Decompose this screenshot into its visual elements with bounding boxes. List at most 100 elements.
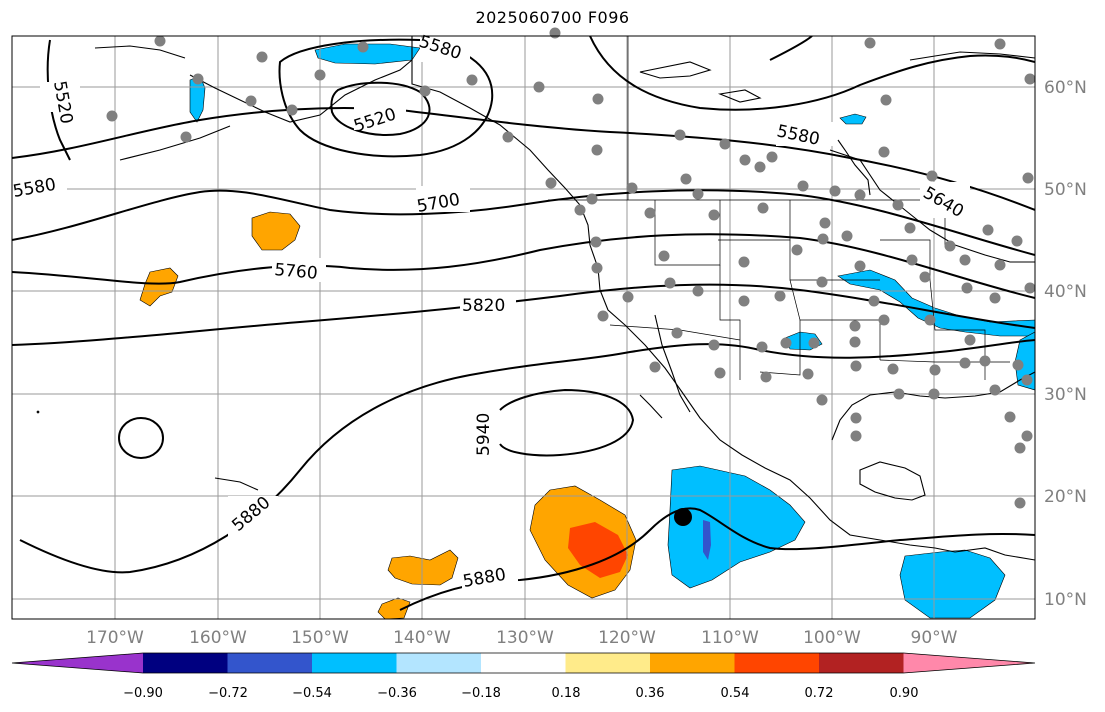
station-dot xyxy=(982,224,994,236)
station-dot xyxy=(357,41,369,53)
contour-labels: 5520 5580 5520 5580 5580 5640 5700 5760 … xyxy=(11,32,970,592)
colorbar-outline xyxy=(11,652,1036,674)
station-dot xyxy=(961,282,973,294)
station-dot xyxy=(664,277,676,289)
station-dot xyxy=(314,69,326,81)
colorbar-tick-label: −0.54 xyxy=(292,686,332,701)
station-dot xyxy=(906,254,918,266)
neg-area-plains xyxy=(837,269,1035,337)
station-dot xyxy=(928,388,940,400)
pos-area-tropical-1 xyxy=(387,549,459,586)
pos-area-tropical-2 xyxy=(377,597,411,619)
contour-label: 5820 xyxy=(462,296,505,316)
station-dot xyxy=(774,290,786,302)
colorbar-segment xyxy=(143,653,228,673)
station-dot xyxy=(850,412,862,424)
storm-center-marker xyxy=(674,508,692,526)
colorbar-segment xyxy=(227,653,313,673)
lon-tick-label: 160°W xyxy=(189,628,247,648)
contour-label: 5760 xyxy=(274,260,319,284)
station-dot xyxy=(979,355,991,367)
station-dot xyxy=(766,151,778,163)
station-dot xyxy=(708,209,720,221)
station-dot xyxy=(106,110,118,122)
station-dot xyxy=(1011,235,1023,247)
station-dot xyxy=(959,254,971,266)
lon-tick-label: 100°W xyxy=(803,628,861,648)
station-dot xyxy=(1014,497,1026,509)
station-dot xyxy=(864,37,876,49)
station-dot xyxy=(819,217,831,229)
map-area xyxy=(12,36,1035,619)
colorbar-tick-label: 0.90 xyxy=(890,686,919,701)
station-dot xyxy=(854,189,866,201)
station-dot xyxy=(944,240,956,252)
station-dot xyxy=(989,384,1001,396)
station-dot xyxy=(738,295,750,307)
station-dot xyxy=(892,199,904,211)
colorbar-tick-label: 0.72 xyxy=(805,686,834,701)
station-dot xyxy=(964,334,976,346)
station-dot xyxy=(849,320,861,332)
station-dot xyxy=(502,131,514,143)
station-dot xyxy=(658,250,670,262)
station-dot xyxy=(714,367,726,379)
lat-tick-label: 40°N xyxy=(1044,282,1087,302)
station-dot xyxy=(849,336,861,348)
station-dot xyxy=(1024,282,1036,294)
map-title: 2025060700 F096 xyxy=(475,8,630,27)
station-dot xyxy=(893,388,905,400)
lon-tick-label: 130°W xyxy=(496,628,554,648)
colorbar-tick-labels: −0.90 −0.72 −0.54 −0.36 −0.18 0.18 0.36 … xyxy=(123,686,918,701)
station-dot xyxy=(574,204,586,216)
lat-tick-label: 50°N xyxy=(1044,180,1087,200)
colorbar-segment xyxy=(481,653,566,673)
colorbar-tick-label: 0.36 xyxy=(636,686,665,701)
station-dot xyxy=(591,144,603,156)
colorbar-tick-label: −0.18 xyxy=(461,686,501,701)
lon-tick-label: 170°W xyxy=(86,628,144,648)
station-dot xyxy=(592,93,604,105)
pos-area-westpacific xyxy=(139,267,179,307)
station-dot xyxy=(419,85,431,97)
station-dot xyxy=(692,188,704,200)
station-dot xyxy=(878,314,890,326)
colorbar-extend-max xyxy=(903,653,1035,673)
station-dot xyxy=(817,233,829,245)
colorbar-tick-label: −0.72 xyxy=(208,686,248,701)
colorbar xyxy=(11,652,1036,674)
station-dot xyxy=(841,230,853,242)
neg-area-centralamerica xyxy=(899,549,1006,619)
station-dot xyxy=(791,244,803,256)
colorbar-segment xyxy=(565,653,651,673)
station-markers xyxy=(106,27,1036,509)
station-dot xyxy=(959,357,971,369)
station-dot xyxy=(989,292,1001,304)
map-frame xyxy=(11,35,1036,620)
latitude-labels: 60°N 50°N 40°N 30°N 20°N 10°N xyxy=(1044,78,1087,610)
station-dot xyxy=(1004,411,1016,423)
station-dot xyxy=(154,35,166,47)
station-dot xyxy=(590,236,602,248)
colorbar-segment xyxy=(312,653,397,673)
station-dot xyxy=(692,285,704,297)
station-dot xyxy=(754,161,766,173)
colorbar-segment xyxy=(396,653,482,673)
lon-tick-label: 120°W xyxy=(598,628,656,648)
station-dot xyxy=(994,259,1006,271)
station-dot xyxy=(780,337,792,349)
station-dot xyxy=(674,129,686,141)
station-dot xyxy=(808,337,820,349)
height-contours xyxy=(12,36,1035,611)
lat-tick-label: 20°N xyxy=(1044,487,1087,507)
station-dot xyxy=(591,262,603,274)
neg-area-mexico xyxy=(667,465,806,589)
lat-tick-label: 60°N xyxy=(1044,78,1087,98)
station-dot xyxy=(1021,374,1033,386)
neg-core-mexico xyxy=(703,520,711,560)
contour-label: 5940 xyxy=(474,413,494,456)
station-dot xyxy=(626,182,638,194)
longitude-labels: 170°W 160°W 150°W 140°W 130°W 120°W 110°… xyxy=(86,628,958,648)
lat-tick-label: 10°N xyxy=(1044,590,1087,610)
